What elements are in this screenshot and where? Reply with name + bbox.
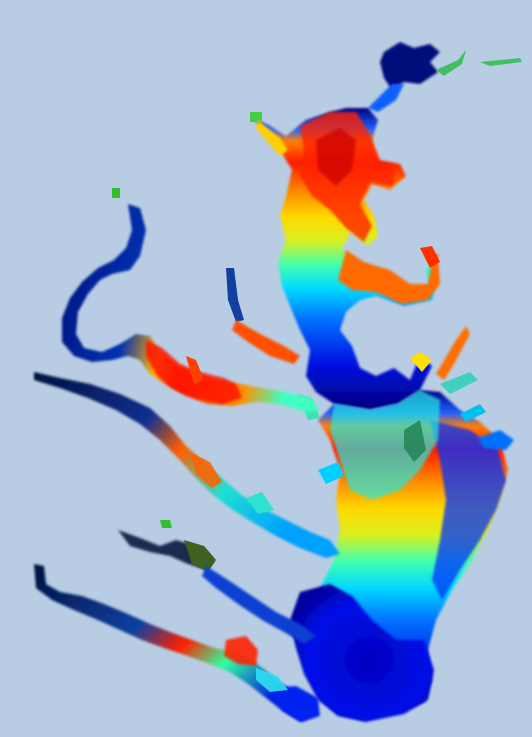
northeast-creek xyxy=(436,50,466,76)
east-tributary-upper xyxy=(338,250,440,304)
lower-west-river xyxy=(34,564,312,722)
lower-west-river-red xyxy=(224,636,258,666)
upper-west-river-branch xyxy=(186,356,204,384)
northwest-green-dot xyxy=(250,112,262,122)
upper-west-creek xyxy=(256,120,288,156)
lower-creek-blue xyxy=(202,566,316,644)
middle-west-river-inlet xyxy=(246,492,274,514)
upper-red-core xyxy=(316,128,356,186)
eastern-green-patch xyxy=(404,420,426,462)
upper-west-river xyxy=(112,188,120,198)
upper-west-river-channel xyxy=(62,204,320,412)
northeast-creek-2 xyxy=(480,58,522,66)
west-creek-mid-4 xyxy=(318,462,344,484)
bay-head xyxy=(380,42,440,90)
bay-mouth xyxy=(290,584,434,722)
eastern-creek-2 xyxy=(436,326,470,380)
eastern-creek-5 xyxy=(460,404,486,422)
lower-creek-green-dot xyxy=(160,520,172,528)
lower-creek-cluster xyxy=(118,530,214,570)
middle-west-river-orange xyxy=(190,452,222,488)
lower-creek-olive xyxy=(184,540,216,572)
bay-cyan-zone xyxy=(330,390,440,500)
east-tributary-tip xyxy=(420,246,440,268)
bay-head-channel xyxy=(368,84,404,112)
lower-west-river-cyan xyxy=(256,668,288,692)
eastern-shore-deep xyxy=(430,420,506,600)
eastern-creek-3 xyxy=(440,372,478,394)
lower-west-river-mouth xyxy=(270,686,320,722)
west-creek-mid-2 xyxy=(232,320,300,364)
eastern-creek-4 xyxy=(478,430,514,450)
west-creek-mid-1 xyxy=(226,268,244,322)
eastern-creek-1 xyxy=(410,352,432,372)
